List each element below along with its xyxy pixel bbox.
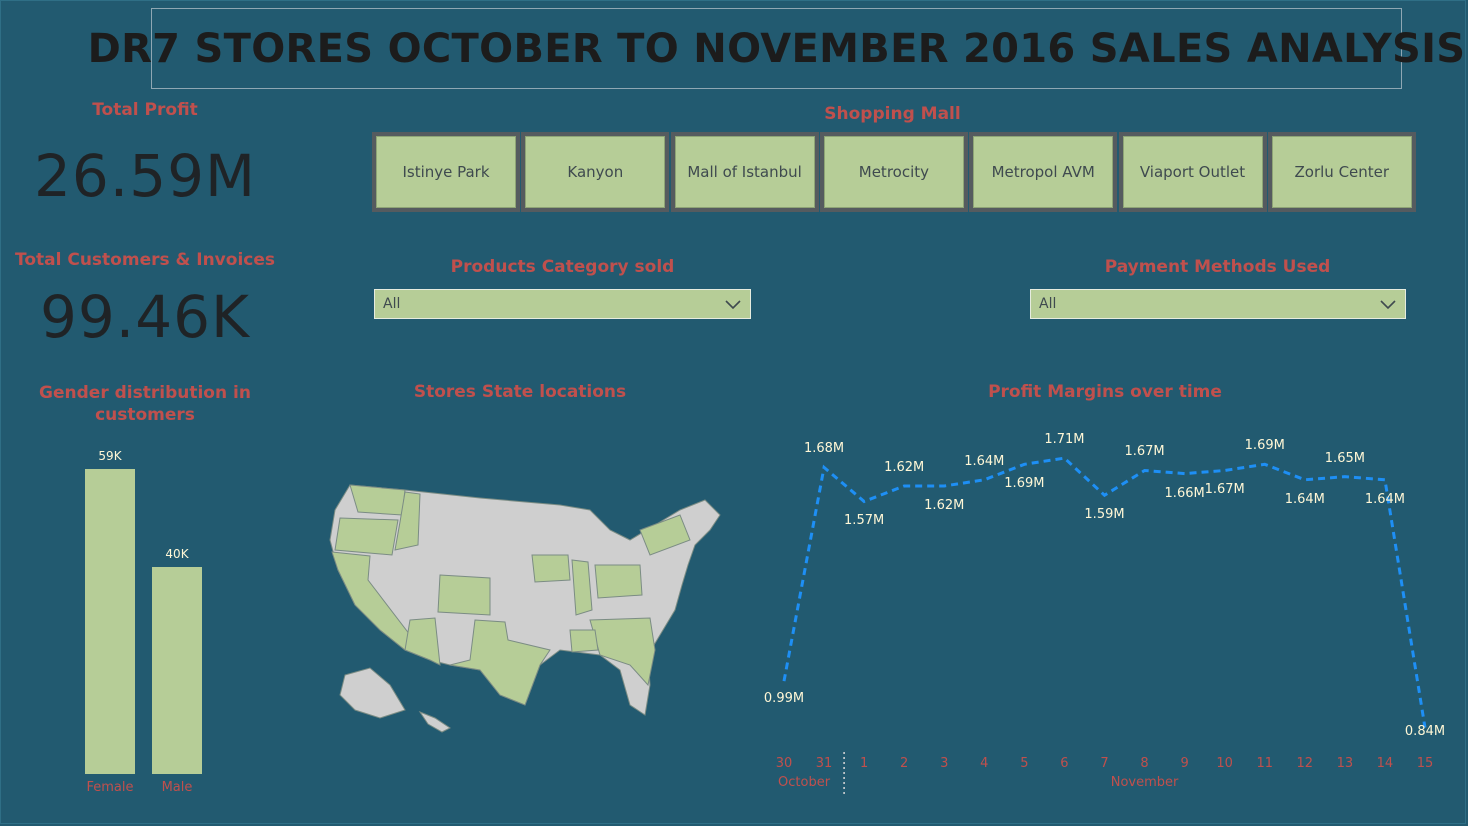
x-axis-tick-label: 5 [1020, 756, 1029, 771]
x-axis-tick-label: 4 [980, 756, 989, 771]
mall-option-label: Mall of Istanbul [674, 136, 815, 208]
x-axis-tick-label: 3 [940, 756, 949, 771]
payment-dropdown-value: All [1039, 296, 1057, 312]
payment-filter-label: Payment Methods Used [1104, 257, 1331, 277]
profit-value-label: 1.59M [1084, 507, 1125, 523]
state-ohio-region [594, 564, 643, 599]
report-title: DR7 STORES OCTOBER TO NOVEMBER 2016 SALE… [87, 25, 1466, 72]
gender-category-label: Male [161, 780, 193, 795]
category-filter-label: Products Category sold [450, 257, 675, 277]
mall-option-label: Kanyon [525, 136, 666, 208]
mall-option-button[interactable]: Viaport Outlet [1118, 132, 1267, 212]
profit-value-label: 0.99M [763, 691, 805, 707]
gender-bar[interactable] [85, 469, 135, 774]
state-oregon [334, 517, 399, 556]
x-axis-month-label: November [1110, 775, 1179, 790]
profit-chart-title: Profit Margins over time [988, 382, 1222, 402]
state-washington [349, 484, 406, 516]
total-profit-label: Total Profit [92, 100, 198, 120]
chevron-down-icon [725, 300, 741, 310]
profit-value-label: 1.66M [1164, 485, 1205, 501]
mall-option-label: Zorlu Center [1271, 136, 1412, 208]
state-arizona [404, 617, 441, 666]
x-axis-tick-label: 2 [900, 756, 909, 771]
gender-category-label: Female [86, 780, 134, 795]
x-axis-tick-label: 30 [775, 756, 793, 771]
profit-value-label: 1.67M [1204, 482, 1245, 498]
hawaii-shape [418, 710, 451, 733]
category-dropdown-value: All [383, 296, 401, 312]
state-southeast [589, 617, 656, 687]
profit-value-label: 1.71M [1044, 432, 1085, 448]
profit-value-label: 1.65M [1324, 450, 1365, 466]
mall-option-button[interactable]: Metrocity [819, 132, 968, 212]
us-states-map [329, 484, 721, 733]
x-axis-tick-label: 12 [1296, 756, 1314, 771]
x-axis-tick-label: 1 [859, 756, 869, 771]
x-axis-tick-label: 15 [1416, 756, 1434, 771]
mall-option-button[interactable]: Istinye Park [372, 132, 520, 212]
profit-value-label: 1.64M [1364, 491, 1406, 507]
map-title: Stores State locations [413, 382, 627, 402]
state-southeast-2 [569, 629, 599, 653]
profit-value-label: 0.84M [1404, 723, 1446, 739]
alaska-shape [339, 667, 406, 719]
x-axis-tick-label: 10 [1216, 756, 1233, 771]
gender-chart-title: Gender distribution in customers [39, 383, 251, 425]
profit-value-label: 1.62M [924, 497, 965, 513]
x-axis-tick-label: 9 [1180, 756, 1189, 771]
x-axis-tick-label: 13 [1336, 756, 1354, 771]
profit-value-label: 1.62M [884, 459, 925, 475]
shopping-mall-label: Shopping Mall [824, 104, 961, 124]
x-axis-tick-label: 11 [1256, 756, 1274, 771]
x-axis-tick-label: 8 [1140, 756, 1149, 771]
payment-dropdown[interactable]: All [1030, 289, 1406, 319]
state-colorado [437, 574, 491, 616]
gender-bar[interactable] [152, 567, 202, 774]
report-title-box: DR7 STORES OCTOBER TO NOVEMBER 2016 SALE… [88, 8, 1465, 89]
mall-option-button[interactable]: Kanyon [521, 132, 670, 212]
gender-bar-value-label: 59K [98, 449, 122, 464]
x-axis-tick-label: 6 [1060, 756, 1069, 771]
gender-bar-value-label: 40K [165, 547, 189, 562]
profit-value-label: 1.64M [1284, 491, 1325, 507]
total-customers-label: Total Customers & Invoices [14, 250, 275, 270]
mall-option-button[interactable]: Metropol AVM [969, 132, 1118, 212]
mall-option-label: Metropol AVM [973, 136, 1114, 208]
state-illinois [571, 559, 593, 616]
state-texas [449, 619, 551, 706]
total-profit-value: 26.59M [33, 142, 257, 210]
mall-option-label: Istinye Park [376, 136, 516, 208]
x-axis-tick-label: 31 [815, 756, 833, 771]
total-customers-value: 99.46K [39, 283, 251, 351]
mall-option-label: Viaport Outlet [1122, 136, 1263, 208]
profit-value-label: 1.64M [964, 453, 1005, 469]
x-axis-month-label: October [778, 775, 831, 790]
state-new-york [639, 514, 691, 556]
profit-value-label: 1.67M [1124, 444, 1165, 460]
x-axis-tick-label: 7 [1100, 756, 1109, 771]
mall-option-label: Metrocity [823, 136, 964, 208]
state-iowa [531, 554, 571, 583]
profit-value-label: 1.69M [1004, 476, 1045, 492]
profit-value-label: 1.69M [1244, 438, 1285, 454]
x-axis-tick-label: 14 [1376, 756, 1394, 771]
mall-option-button[interactable]: Mall of Istanbul [670, 132, 819, 212]
mall-option-button[interactable]: Zorlu Center [1267, 132, 1416, 212]
state-idaho [394, 491, 421, 551]
category-dropdown[interactable]: All [374, 289, 751, 319]
chevron-down-icon [1380, 300, 1396, 310]
profit-value-label: 1.57M [844, 513, 885, 529]
profit-value-label: 1.68M [803, 441, 845, 457]
